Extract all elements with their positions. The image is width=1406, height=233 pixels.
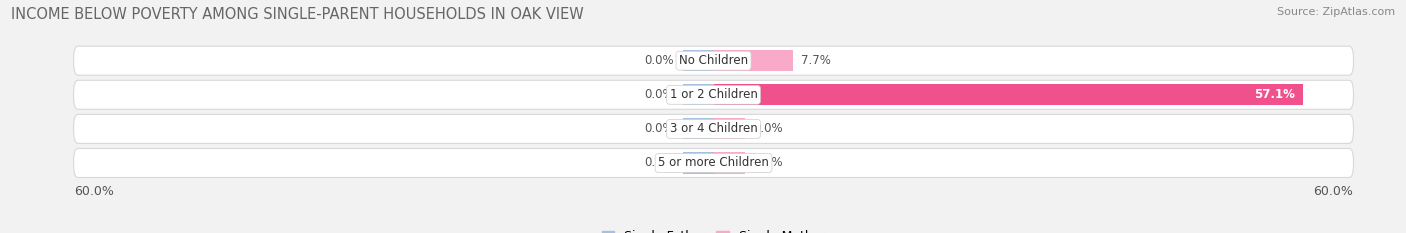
FancyBboxPatch shape (73, 148, 1354, 178)
Text: 7.7%: 7.7% (801, 54, 831, 67)
Bar (682, 152, 713, 174)
Text: 0.0%: 0.0% (645, 122, 675, 135)
Text: No Children: No Children (679, 54, 748, 67)
Bar (682, 118, 713, 140)
FancyBboxPatch shape (73, 80, 1354, 109)
Text: 0.0%: 0.0% (752, 122, 782, 135)
Bar (682, 84, 713, 105)
Text: 0.0%: 0.0% (645, 88, 675, 101)
Text: 0.0%: 0.0% (645, 54, 675, 67)
Text: 5 or more Children: 5 or more Children (658, 157, 769, 169)
Bar (713, 50, 793, 71)
Text: 0.0%: 0.0% (645, 157, 675, 169)
Text: 1 or 2 Children: 1 or 2 Children (669, 88, 758, 101)
Bar (713, 118, 745, 140)
Text: Source: ZipAtlas.com: Source: ZipAtlas.com (1277, 7, 1395, 17)
Legend: Single Father, Single Mother: Single Father, Single Mother (596, 225, 831, 233)
Text: 0.0%: 0.0% (752, 157, 782, 169)
Text: 57.1%: 57.1% (1254, 88, 1295, 101)
Bar (713, 152, 745, 174)
FancyBboxPatch shape (73, 46, 1354, 75)
Text: INCOME BELOW POVERTY AMONG SINGLE-PARENT HOUSEHOLDS IN OAK VIEW: INCOME BELOW POVERTY AMONG SINGLE-PARENT… (11, 7, 583, 22)
Text: 3 or 4 Children: 3 or 4 Children (669, 122, 758, 135)
Bar (682, 50, 713, 71)
FancyBboxPatch shape (73, 114, 1354, 143)
Bar (713, 84, 1303, 105)
